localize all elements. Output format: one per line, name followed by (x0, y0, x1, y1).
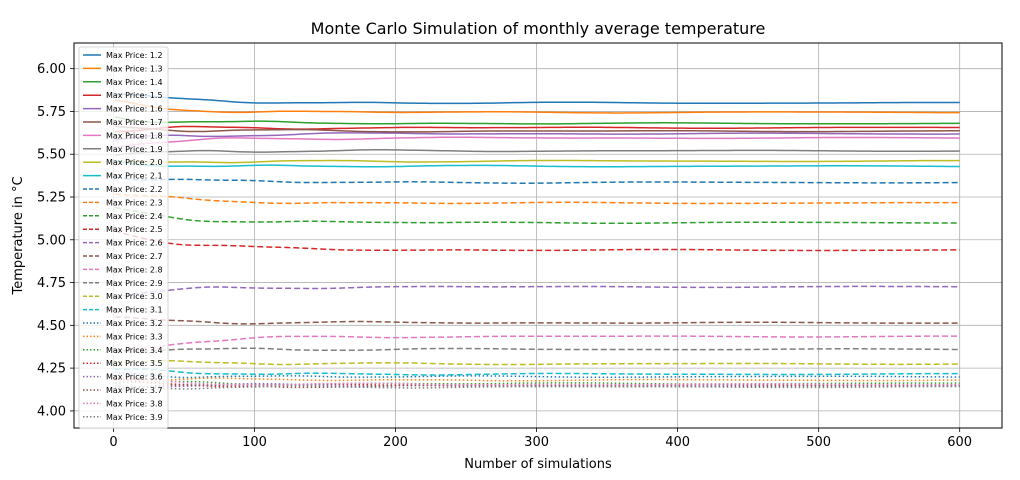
series-line (114, 176, 960, 184)
series-layer (114, 93, 960, 390)
y-tick-label: 5.50 (37, 148, 66, 163)
series-line (114, 206, 960, 225)
series-line (114, 125, 960, 133)
legend-entry-label: Max Price: 3.8 (106, 399, 163, 408)
x-tick-label: 400 (665, 435, 690, 450)
legend-entry-label: Max Price: 2.0 (106, 158, 163, 167)
x-tick-label: 600 (947, 435, 972, 450)
series-line (114, 125, 960, 133)
series-line (114, 347, 960, 353)
series-line (114, 149, 960, 157)
series-line (114, 359, 960, 366)
x-tick-label: 100 (242, 435, 267, 450)
legend-entry-label: Max Price: 3.7 (106, 386, 163, 395)
legend-entry-label: Max Price: 2.6 (106, 239, 163, 248)
tick-layer: 0 100 200 300 400 500 600 4.00 4.25 4.50 4.75 5.00 5… (37, 62, 972, 450)
y-tick-label: 6.00 (37, 62, 66, 77)
series-line (114, 377, 960, 382)
legend-entry-label: Max Price: 3.5 (106, 359, 163, 368)
legend-entry-label: Max Price: 2.9 (106, 279, 163, 288)
legend-entry-label: Max Price: 3.3 (106, 332, 163, 341)
legend-entry-label: Max Price: 2.1 (106, 172, 163, 181)
legend-entry-label: Max Price: 2.8 (106, 265, 163, 274)
series-line (114, 93, 960, 105)
legend-entry-label: Max Price: 2.7 (106, 252, 163, 261)
legend-entry-label: Max Price: 1.9 (106, 145, 163, 154)
legend-entry-label: Max Price: 1.7 (106, 118, 163, 127)
series-line (114, 132, 960, 141)
chart-title: Monte Carlo Simulation of monthly averag… (311, 19, 766, 38)
x-tick-label: 300 (524, 435, 549, 450)
y-tick-label: 4.00 (37, 404, 66, 419)
y-tick-label: 5.75 (37, 105, 66, 120)
legend-box (78, 46, 169, 429)
legend-entry-label: Max Price: 2.4 (106, 212, 163, 221)
plot-area-frame (73, 42, 1003, 429)
y-tick-label: 4.25 (37, 362, 66, 377)
series-line (114, 380, 960, 386)
series-line (114, 335, 960, 354)
series-line (114, 193, 960, 205)
series-line (114, 384, 960, 390)
legend-entry-label: Max Price: 3.2 (106, 319, 163, 328)
legend-entry-label: Max Price: 2.5 (106, 225, 163, 234)
series-line (114, 160, 960, 168)
series-line (114, 379, 960, 387)
legend-entry-label: Max Price: 3.1 (106, 306, 163, 315)
legend-entry-label: Max Price: 1.5 (106, 91, 163, 100)
legend-entry-label: Max Price: 3.6 (106, 373, 163, 382)
x-axis-label: Number of simulations (464, 457, 612, 472)
series-line (114, 136, 960, 148)
series-line (114, 316, 960, 325)
legend-entry-label: Max Price: 1.3 (106, 64, 163, 73)
y-axis-label: Temperature in °C (11, 176, 26, 295)
series-line (114, 99, 960, 114)
legend-entry-label: Max Price: 2.2 (106, 185, 163, 194)
series-line (114, 159, 960, 164)
legend-entry-label: Max Price: 3.0 (106, 292, 163, 301)
series-line (114, 285, 960, 299)
x-tick-label: 500 (806, 435, 831, 450)
legend-entry-label: Max Price: 1.4 (106, 78, 163, 87)
y-tick-label: 5.00 (37, 233, 66, 248)
y-tick-label: 4.50 (37, 319, 66, 334)
series-line (114, 371, 960, 379)
legend: Max Price: 1.2 Max Price: 1.3 Max Price: 1… (78, 46, 169, 429)
legend-entry-label: Max Price: 1.6 (106, 105, 163, 114)
legend-entry-label: Max Price: 2.3 (106, 198, 163, 207)
series-line (114, 230, 960, 252)
legend-entry-label: Max Price: 3.4 (106, 346, 163, 355)
x-tick-label: 200 (383, 435, 408, 450)
y-tick-label: 5.25 (37, 191, 66, 206)
series-line (114, 368, 960, 376)
legend-entry-label: Max Price: 1.8 (106, 131, 163, 140)
legend-entry-label: Max Price: 3.9 (106, 413, 163, 422)
legend-entry-label: Max Price: 1.2 (106, 51, 163, 60)
series-line (114, 116, 960, 125)
y-tick-label: 4.75 (37, 276, 66, 291)
x-tick-label: 0 (109, 435, 117, 450)
